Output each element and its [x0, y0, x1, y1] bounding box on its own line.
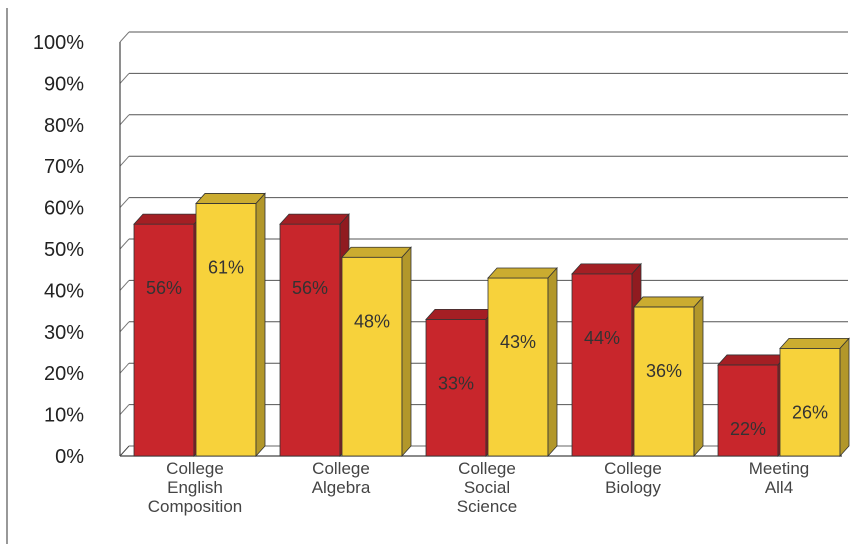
- bar-side: [255, 192, 266, 458]
- bars: [133, 192, 850, 458]
- bar: [133, 213, 204, 458]
- gridline-depth: [119, 73, 130, 84]
- category-label-line: Composition: [148, 497, 243, 516]
- bar-top: [571, 263, 642, 275]
- y-tick-label: 70%: [44, 156, 84, 178]
- category-label: College Social Science: [457, 459, 517, 516]
- bar: [279, 213, 350, 458]
- y-tick-label: 100%: [33, 32, 84, 54]
- bar-top: [779, 337, 850, 349]
- bar-front: [633, 306, 695, 457]
- bar-top: [487, 267, 558, 279]
- bar-top: [195, 193, 266, 204]
- category-label-line: English: [167, 478, 223, 497]
- category-label: College English Composition: [148, 459, 243, 516]
- category-label-line: Biology: [605, 478, 661, 497]
- data-label: 33%: [438, 373, 474, 393]
- y-tick-label: 20%: [44, 363, 84, 385]
- gridline-depth: [119, 280, 130, 291]
- gridline-depth: [119, 404, 130, 415]
- gridline-depth: [119, 321, 130, 333]
- bar-front: [279, 223, 341, 457]
- gridline-depth: [119, 362, 130, 374]
- category-label-line: College: [458, 459, 516, 478]
- bar-side: [547, 266, 558, 458]
- category-label: Meeting All4: [749, 459, 809, 497]
- data-label: 56%: [146, 278, 182, 298]
- y-tick-label: 80%: [44, 115, 84, 137]
- data-label: 22%: [730, 419, 766, 439]
- bar-front: [487, 277, 549, 457]
- y-tick-label: 90%: [44, 73, 84, 95]
- bar: [779, 337, 850, 458]
- data-labels: 56% 61% 56% 48% 33% 43% 44% 36% 22% 26%: [146, 257, 828, 438]
- y-tick-label: 60%: [44, 198, 84, 220]
- category-label: College Biology: [604, 459, 662, 497]
- data-label: 26%: [792, 402, 828, 422]
- floor-depth-line: [119, 445, 130, 457]
- y-tick-label: 40%: [44, 280, 84, 302]
- y-axis-ticks: 0% 10% 20% 30% 40% 50% 60% 70% 80% 90% 100%: [33, 32, 84, 468]
- bar-front: [133, 223, 195, 457]
- bar-front: [195, 203, 257, 457]
- category-label-line: Science: [457, 497, 517, 516]
- bar-side: [693, 295, 704, 458]
- category-label-line: College: [166, 459, 224, 478]
- gridline-depth: [119, 114, 130, 126]
- bar: [341, 246, 412, 458]
- bar: [633, 295, 704, 458]
- bar-top: [425, 308, 496, 320]
- category-label-line: College: [312, 459, 370, 478]
- y-tick-label: 10%: [44, 405, 84, 427]
- data-label: 48%: [354, 311, 390, 331]
- y-tick-label: 30%: [44, 322, 84, 344]
- data-label: 56%: [292, 278, 328, 298]
- category-label: College Algebra: [312, 459, 371, 497]
- gridline-depth: [119, 197, 130, 208]
- bar-top: [717, 354, 788, 366]
- category-label-line: All4: [765, 478, 793, 497]
- gridline-depth: [119, 155, 130, 167]
- bar-top: [341, 246, 412, 258]
- bar-front: [425, 318, 487, 457]
- bar-front: [341, 256, 403, 457]
- data-label: 61%: [208, 257, 244, 277]
- bar-top: [133, 213, 204, 225]
- bar-front: [779, 347, 841, 457]
- y-tick-label: 0%: [55, 446, 84, 468]
- category-label-line: Social: [464, 478, 510, 497]
- bar-front: [717, 364, 779, 457]
- category-label-line: College: [604, 459, 662, 478]
- bar-side: [401, 246, 412, 458]
- data-label: 36%: [646, 361, 682, 381]
- bar-front: [571, 273, 633, 457]
- bar: [487, 266, 558, 458]
- bar: [195, 192, 266, 458]
- bar-top: [279, 213, 350, 225]
- gridline-depth: [119, 31, 130, 43]
- category-label-line: Meeting: [749, 459, 809, 478]
- bar: [717, 353, 788, 458]
- y-tick-label: 50%: [44, 239, 84, 261]
- bar-top: [633, 296, 704, 308]
- bar: [571, 262, 642, 458]
- gridline-depth: [119, 238, 130, 250]
- data-label: 43%: [500, 332, 536, 352]
- category-label-line: Algebra: [312, 478, 371, 497]
- bar-side: [839, 337, 850, 458]
- data-label: 44%: [584, 328, 620, 348]
